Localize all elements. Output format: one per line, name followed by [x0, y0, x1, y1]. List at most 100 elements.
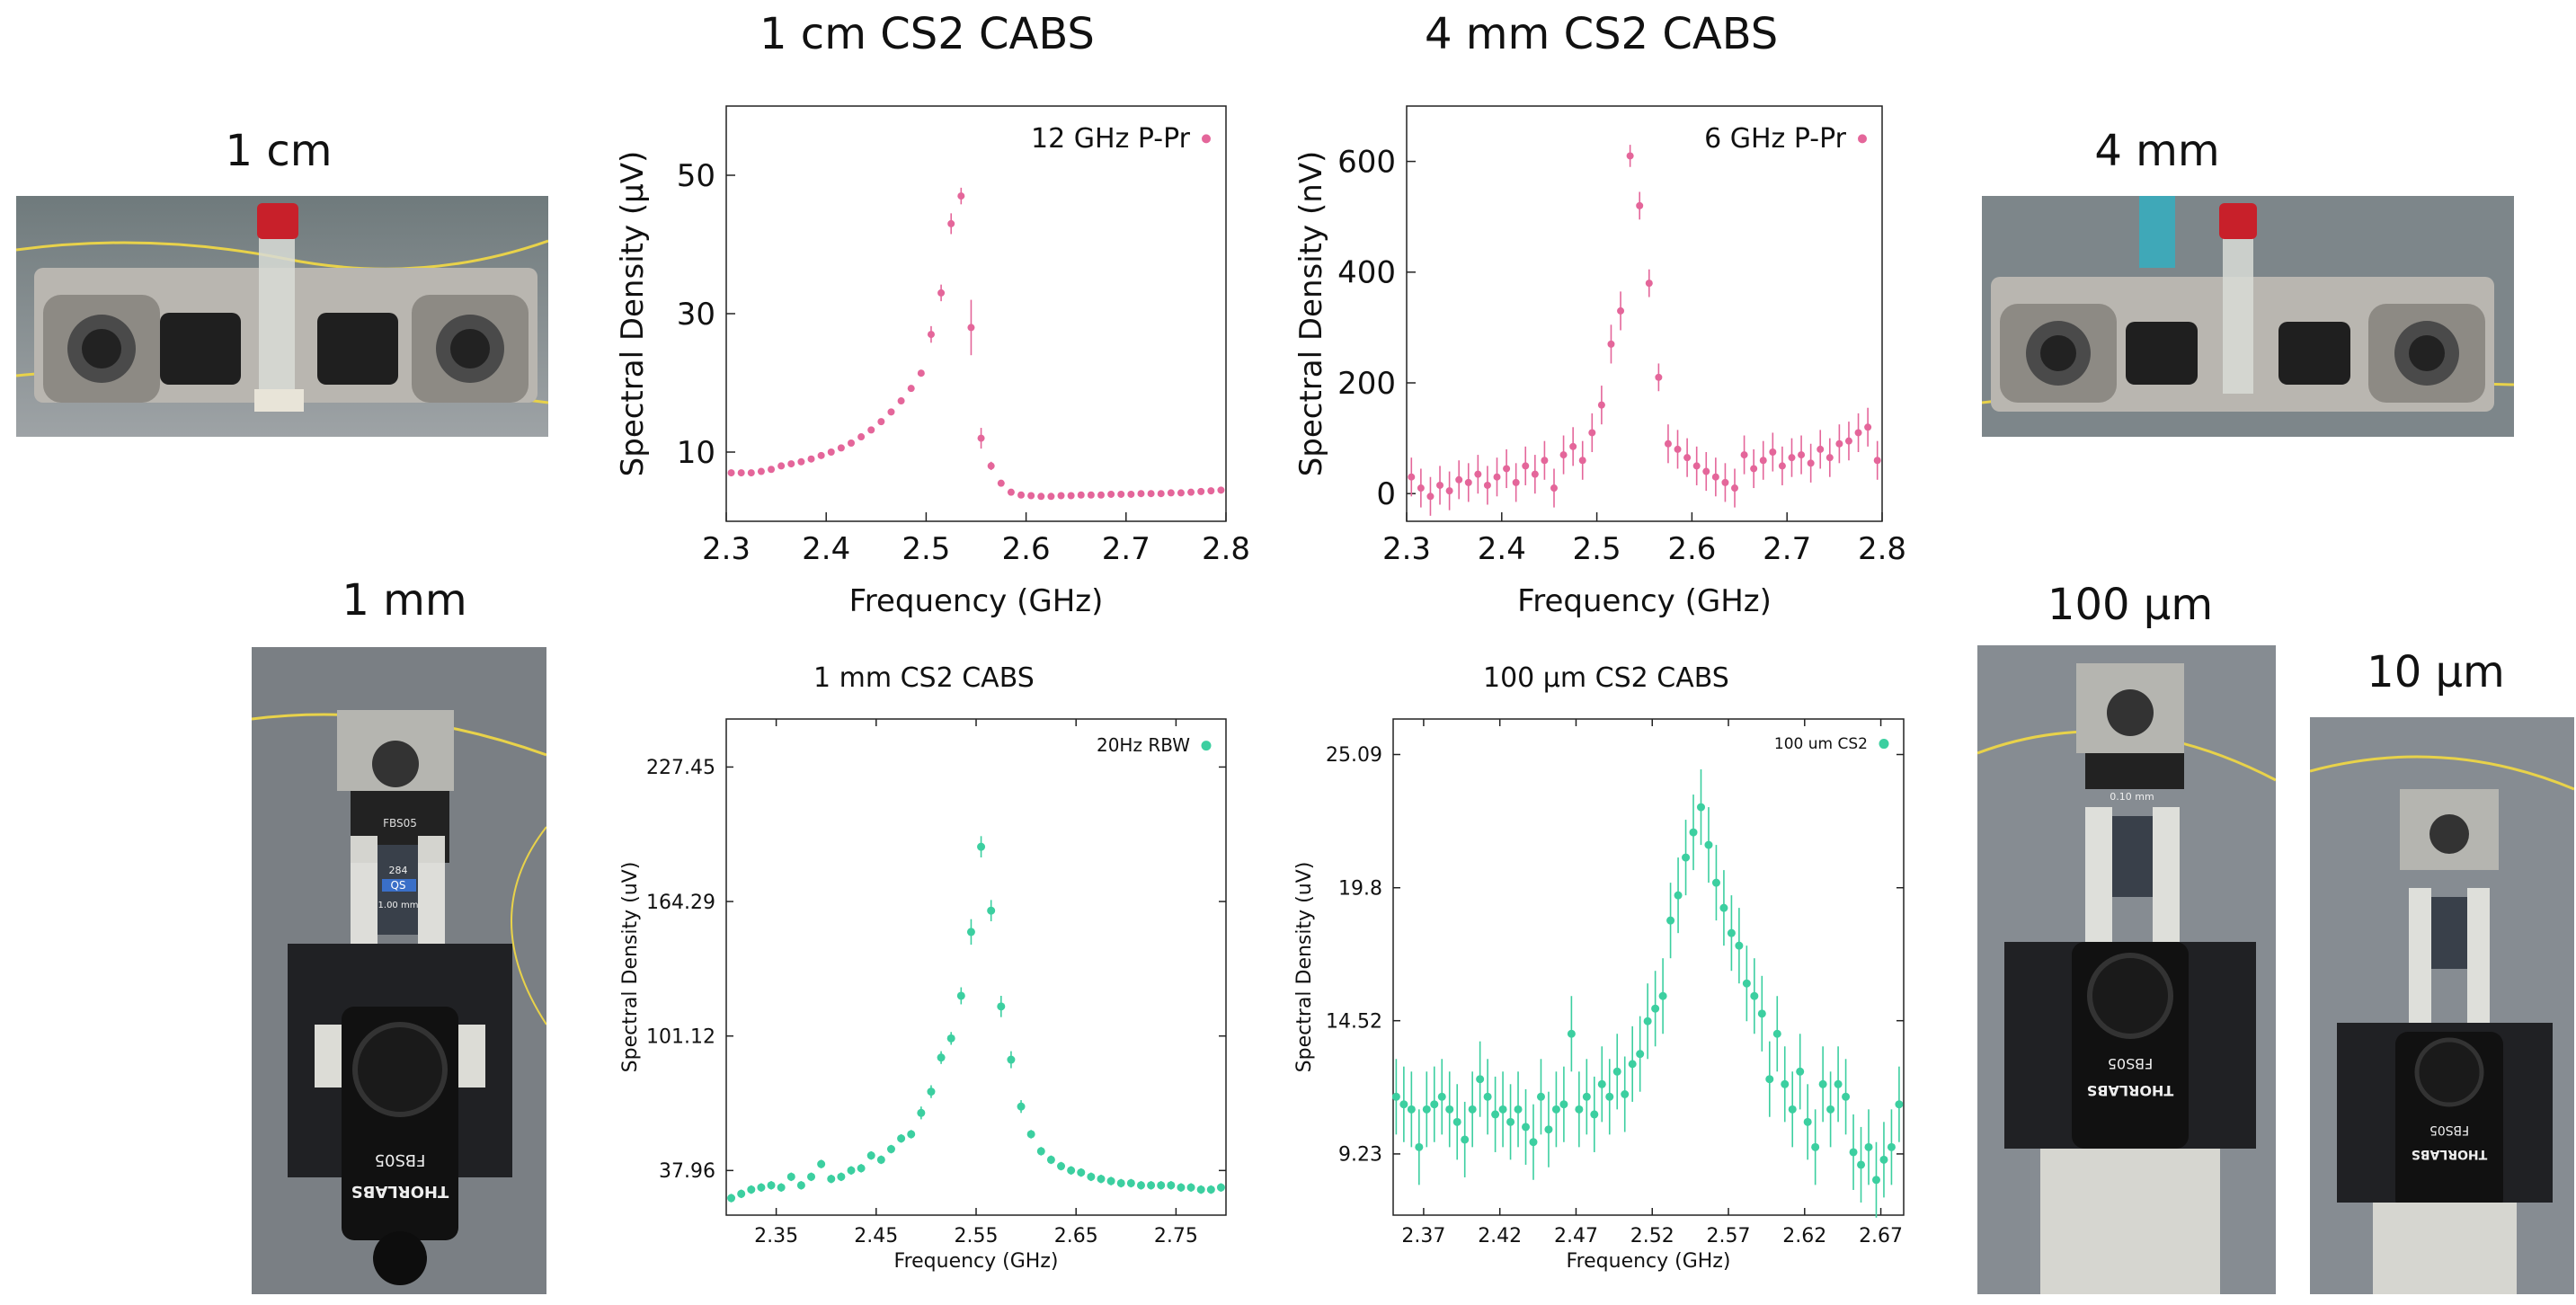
- data-point: [1177, 1183, 1186, 1192]
- data-point: [1826, 1105, 1835, 1114]
- data-point: [1057, 1162, 1066, 1171]
- plot-frame: [1406, 105, 1883, 522]
- x-tick-label: 2.7: [1763, 531, 1811, 567]
- data-point: [1636, 201, 1644, 209]
- data-point: [1186, 1183, 1195, 1192]
- data-point: [987, 906, 996, 915]
- data-point: [1772, 1029, 1781, 1038]
- data-point: [1588, 429, 1596, 437]
- x-tick-label: 2.45: [854, 1225, 898, 1247]
- data-point: [877, 418, 885, 426]
- data-point: [1408, 473, 1416, 481]
- chart-title-1cm: 1 cm CS2 CABS: [759, 9, 1095, 59]
- x-tick-label: 2.65: [1054, 1225, 1098, 1247]
- data-point: [1147, 490, 1155, 498]
- data-point: [1689, 828, 1698, 837]
- x-tick-label: 2.4: [1478, 531, 1526, 567]
- y-tick-label: 0: [1376, 476, 1396, 512]
- x-tick-label: 2.7: [1102, 531, 1150, 567]
- data-point: [1483, 481, 1491, 489]
- mount-brand-label: THORLABS: [351, 1182, 449, 1201]
- data-point: [1077, 491, 1085, 499]
- data-point: [1037, 493, 1045, 501]
- data-point: [1719, 903, 1728, 912]
- data-point: [857, 433, 866, 441]
- y-tick-label: 101.12: [646, 1025, 715, 1048]
- y-tick-label: 10: [677, 435, 715, 471]
- data-point: [997, 479, 1005, 487]
- data-point: [1835, 439, 1843, 448]
- data-point: [1461, 1135, 1470, 1144]
- data-point: [956, 991, 965, 1000]
- data-point: [1643, 1016, 1652, 1025]
- data-point: [1578, 457, 1586, 465]
- data-point: [1493, 473, 1501, 481]
- data-point: [1007, 1055, 1016, 1064]
- data-point: [1857, 1160, 1866, 1169]
- x-axis-label: Frequency (GHz): [849, 583, 1104, 619]
- y-tick-label: 227.45: [646, 757, 715, 779]
- data-point: [1407, 1105, 1416, 1114]
- data-point: [1498, 1105, 1507, 1114]
- data-point: [1825, 454, 1834, 462]
- data-point: [747, 1185, 756, 1194]
- data-point: [1721, 478, 1729, 486]
- data-point: [1590, 1110, 1599, 1119]
- data-point: [966, 928, 975, 937]
- data-point: [837, 444, 845, 452]
- data-point: [1696, 803, 1705, 812]
- data-point: [857, 1164, 866, 1173]
- data-point: [1628, 1060, 1637, 1069]
- mount-brand-label-100um: THORLABS: [2087, 1082, 2174, 1099]
- cuvette-number: 284: [389, 865, 408, 876]
- data-point: [1607, 340, 1615, 348]
- x-tick-label: 2.35: [754, 1225, 798, 1247]
- data-point: [977, 434, 985, 442]
- data-point: [1742, 979, 1751, 988]
- data-point: [1522, 462, 1530, 470]
- data-point: [946, 1034, 955, 1043]
- y-tick-label: 400: [1337, 255, 1396, 291]
- data-point: [1514, 1105, 1523, 1114]
- x-tick-label: 2.6: [1667, 531, 1716, 567]
- photo-label-1cm: 1 cm: [225, 126, 333, 176]
- data-point: [1157, 490, 1165, 498]
- data-point: [1167, 489, 1175, 497]
- data-point: [1455, 475, 1463, 484]
- data-point: [1177, 489, 1185, 497]
- data-point: [757, 1183, 766, 1192]
- data-point: [1544, 1125, 1553, 1134]
- mount-label-top: FBS05: [383, 817, 417, 830]
- data-point: [886, 1145, 895, 1154]
- data-point: [867, 426, 875, 434]
- data-point: [1692, 462, 1701, 470]
- data-point: [897, 397, 905, 405]
- data-point: [1864, 423, 1872, 431]
- data-point: [848, 439, 855, 447]
- x-tick-label: 2.42: [1478, 1225, 1522, 1247]
- x-tick-label: 2.5: [902, 531, 950, 567]
- data-point: [1536, 1092, 1545, 1101]
- data-point: [1788, 1105, 1797, 1114]
- data-point: [787, 460, 795, 468]
- data-point: [1817, 445, 1825, 453]
- data-point: [807, 455, 815, 463]
- data-point: [1842, 1092, 1851, 1101]
- data-point: [876, 1155, 885, 1164]
- data-point: [1807, 459, 1815, 467]
- data-point: [1704, 840, 1713, 849]
- data-point: [1582, 1092, 1591, 1101]
- data-point: [847, 1166, 856, 1175]
- data-point: [837, 1172, 846, 1181]
- data-point: [1651, 1004, 1660, 1013]
- photo-100um-cuvette-setup: 0.10 mm FBS05 THORLABS: [1977, 645, 2276, 1294]
- data-point: [1559, 451, 1568, 459]
- legend-marker: [1202, 134, 1211, 144]
- data-point: [1196, 1185, 1205, 1194]
- data-point: [1887, 1142, 1896, 1151]
- data-point: [1107, 490, 1115, 498]
- data-point: [1769, 448, 1777, 456]
- data-point: [1551, 1105, 1560, 1114]
- data-point: [1711, 473, 1719, 481]
